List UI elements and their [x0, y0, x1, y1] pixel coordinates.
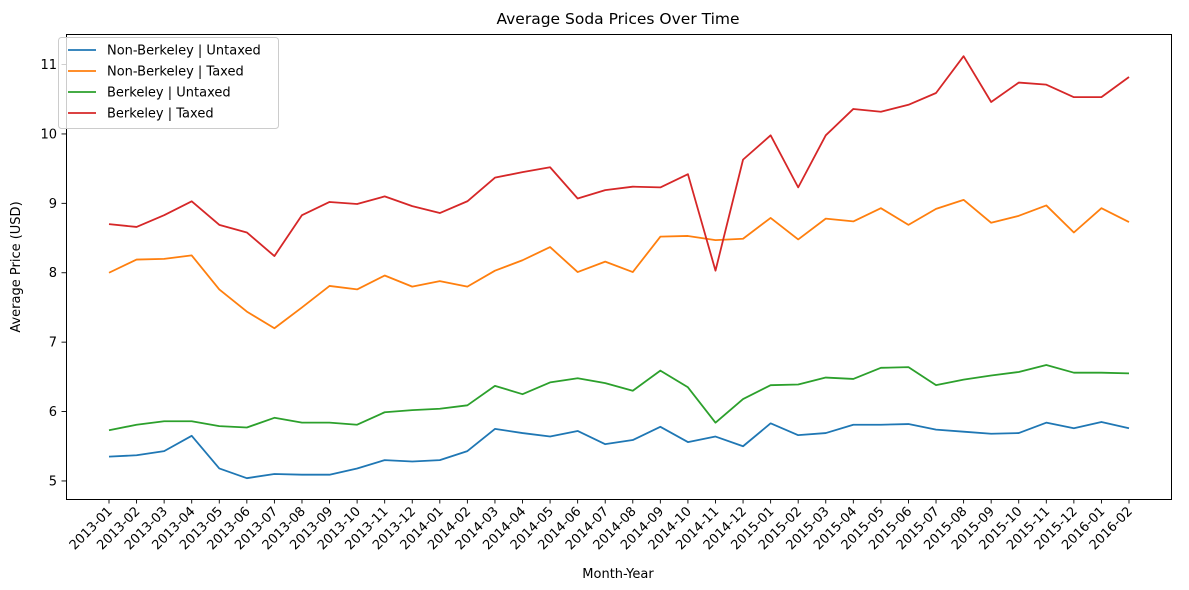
legend-label: Berkeley | Untaxed — [107, 86, 231, 101]
series-line — [108, 364, 1130, 432]
y-tick-label: 10 — [40, 127, 57, 142]
series-line — [108, 198, 1130, 330]
series-line — [108, 421, 1130, 480]
x-axis-label: Month-Year — [582, 567, 654, 582]
chart-title: Average Soda Prices Over Time — [496, 10, 739, 28]
y-tick-label: 9 — [49, 197, 57, 212]
y-axis: 5 6 7 8 9 10 11 — [40, 58, 66, 489]
y-tick-label: 11 — [40, 58, 57, 73]
y-tick-label: 8 — [49, 266, 57, 281]
legend-label: Berkeley | Taxed — [107, 107, 214, 122]
series-group — [108, 55, 1130, 480]
legend: Non-Berkeley | Untaxed Non-Berkeley | Tax… — [58, 37, 279, 129]
series-line — [108, 55, 1130, 272]
plot-area — [66, 34, 1172, 500]
y-tick-label: 7 — [49, 336, 57, 351]
legend-label: Non-Berkeley | Untaxed — [107, 44, 261, 59]
y-axis-label: Average Price (USD) — [9, 201, 24, 332]
plot-frame — [66, 34, 1172, 500]
y-tick-label: 5 — [49, 474, 57, 489]
x-axis: 2013-012013-022013-032013-042013-052013-… — [67, 499, 1136, 553]
y-tick-label: 6 — [49, 405, 57, 420]
legend-box — [58, 37, 279, 129]
legend-label: Non-Berkeley | Taxed — [107, 65, 244, 80]
